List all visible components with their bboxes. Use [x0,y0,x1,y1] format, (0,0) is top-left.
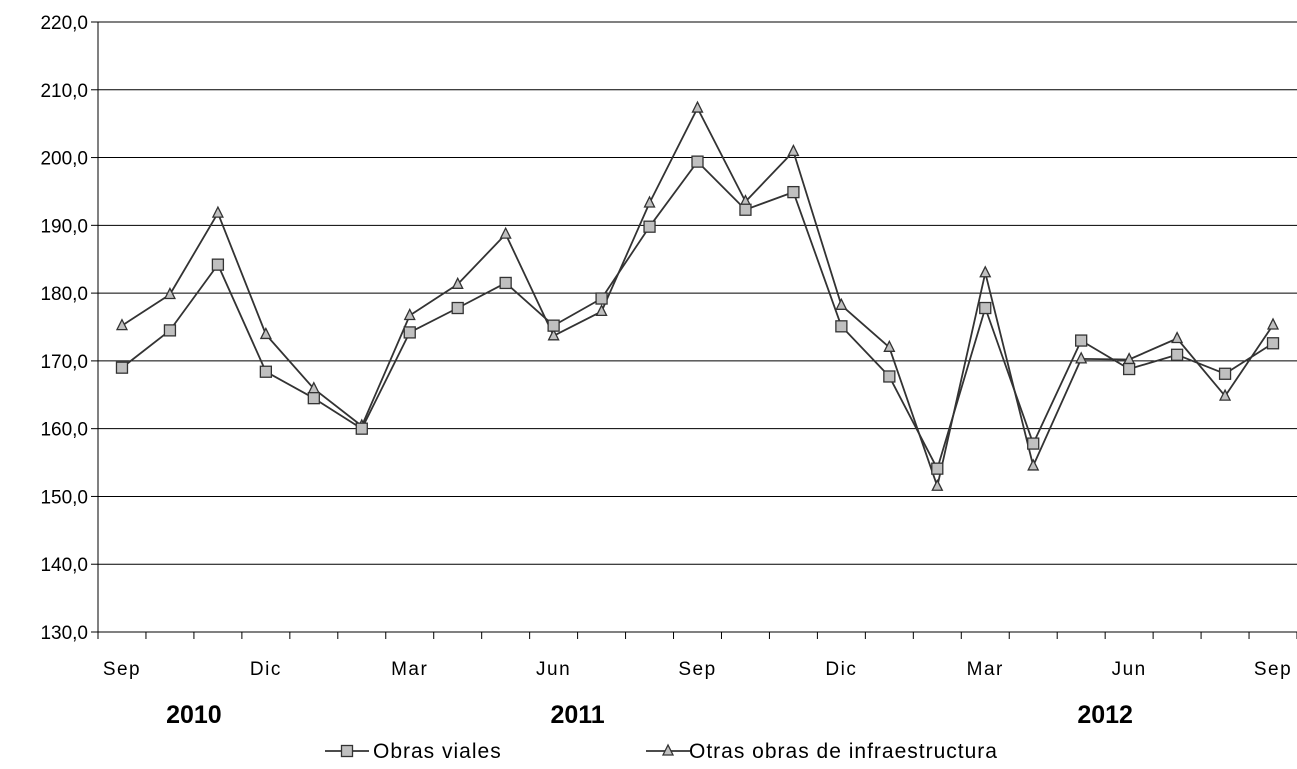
legend-label: Otras obras de infraestructura [689,740,998,763]
data-point-otras-obras [643,195,656,208]
data-point-otras-obras [1075,351,1088,364]
data-point-otras-obras [1171,331,1184,344]
data-point-otras-obras [259,327,272,340]
data-markers [115,100,1280,491]
legend-marker-square [340,744,354,758]
gridlines [98,21,1297,565]
x-tick-label: Sep [678,659,716,680]
x-tick-label: Dic [825,659,857,680]
data-point-obras-viales [883,370,896,383]
data-point-obras-viales [403,326,416,339]
data-point-otras-obras [883,339,896,352]
axis-labels: 130,0 140,0 150,0 160,0 170,0 180,0 190,0 200,0… [40,13,1292,729]
x-tick-label: Sep [1254,659,1292,680]
data-point-obras-viales [163,324,177,337]
data-point-obras-viales [1075,334,1088,347]
data-point-otras-obras [1219,388,1232,401]
data-point-obras-viales [1266,337,1280,350]
legend-item-obras-viales: Obras viales [325,740,502,763]
data-point-obras-viales [259,365,273,378]
data-point-obras-viales [547,319,560,332]
y-tick-label: 210,0 [40,81,88,102]
data-point-otras-obras [499,226,512,239]
data-point-otras-obras [115,318,129,331]
data-point-obras-viales [1170,348,1184,361]
data-point-obras-viales [1122,362,1136,376]
data-point-obras-viales [1218,367,1232,380]
legend-item-otras-obras: Otras obras de infraestructura [646,740,998,763]
data-point-otras-obras [547,328,560,341]
y-tick-label: 200,0 [40,149,88,170]
data-point-otras-obras [163,287,176,300]
y-tick-label: 180,0 [40,284,88,305]
data-point-obras-viales [739,203,752,216]
axes [91,21,1297,639]
data-point-obras-viales [451,301,464,315]
data-point-otras-obras [403,308,416,321]
x-tick-label: Mar [967,659,1004,680]
data-point-otras-obras [931,478,944,491]
data-point-obras-viales [1027,437,1040,450]
year-label: 2011 [550,701,604,729]
data-point-obras-viales [979,301,992,315]
data-point-otras-obras [835,297,848,310]
y-tick-label: 140,0 [40,555,88,576]
y-tick-label: 160,0 [40,420,88,441]
x-tick-label: Dic [250,659,282,680]
data-point-obras-viales [499,276,512,290]
data-point-obras-viales [931,462,944,475]
data-point-otras-obras [595,303,608,317]
y-tick-label: 130,0 [40,623,88,644]
data-point-obras-viales [787,185,800,199]
series-line-obras-viales [121,160,1274,470]
year-label: 2010 [166,701,222,729]
y-tick-label: 220,0 [40,13,88,34]
legend: Obras viales Otras obras de infraestructu… [325,740,998,763]
data-point-otras-obras [787,144,800,157]
legend-marker-triangle [661,743,675,756]
data-point-obras-viales [115,361,129,374]
data-point-otras-obras [451,276,464,289]
data-point-obras-viales [307,392,320,405]
data-point-obras-viales [211,258,225,271]
data-point-obras-viales [595,292,608,305]
data-point-obras-viales [835,320,848,333]
data-point-otras-obras [691,100,704,113]
x-tick-label: Jun [1112,659,1147,680]
legend-label: Obras viales [373,740,502,763]
y-tick-label: 190,0 [40,216,88,237]
data-point-obras-viales [355,422,368,435]
x-tick-label: Jun [536,659,571,680]
y-tick-label: 170,0 [40,352,88,373]
data-point-obras-viales [643,220,656,233]
data-point-obras-viales [691,155,704,168]
data-point-otras-obras [1266,317,1280,330]
year-label: 2012 [1077,701,1133,729]
data-point-otras-obras [211,205,224,218]
data-point-otras-obras [979,265,992,278]
x-tick-label: Sep [103,659,141,680]
y-tick-label: 150,0 [40,487,88,508]
x-tick-label: Mar [391,659,428,680]
data-point-otras-obras [1027,458,1040,471]
